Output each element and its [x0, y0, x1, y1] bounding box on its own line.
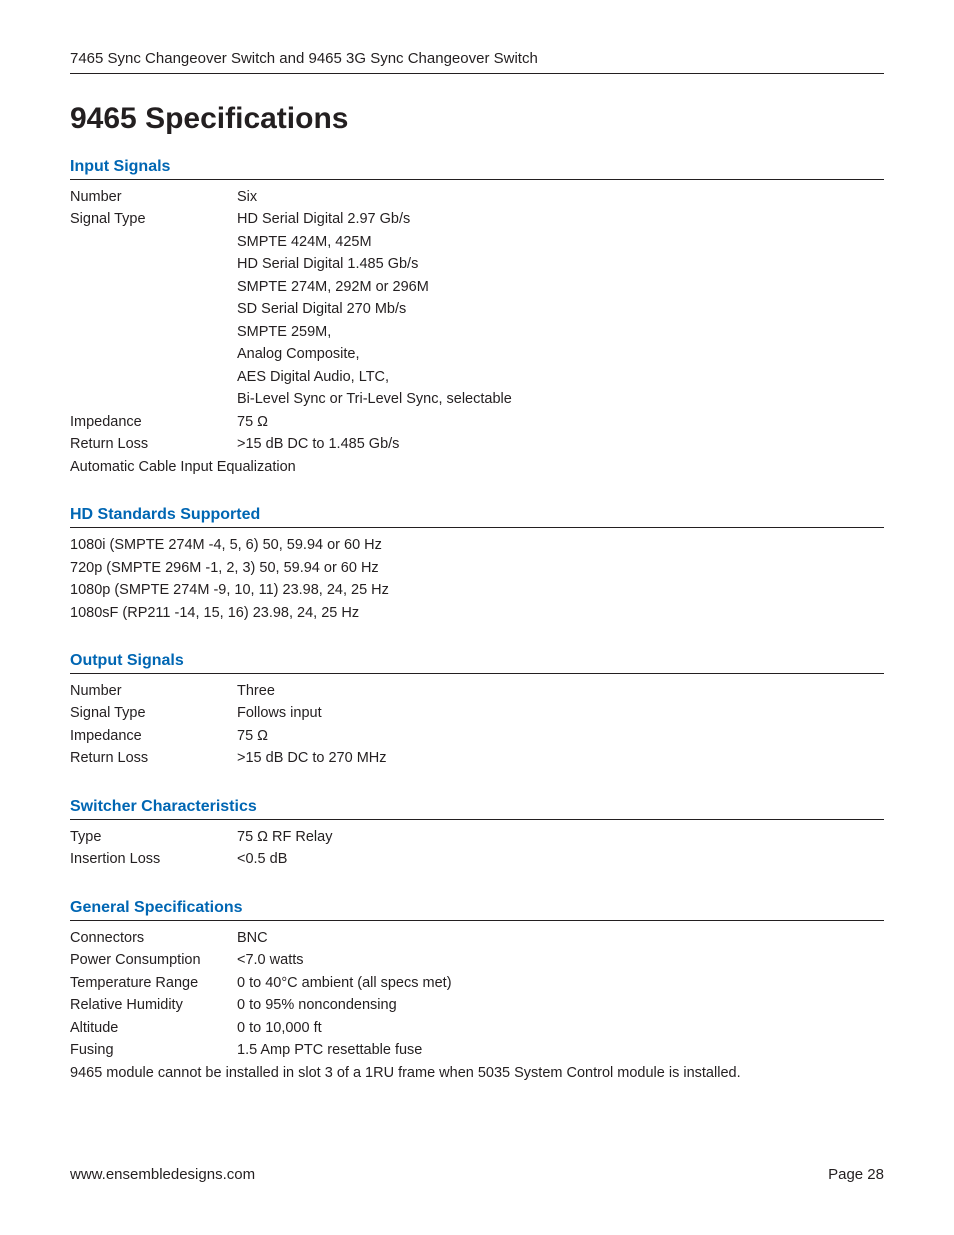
- spec-value: SMPTE 274M, 292M or 296M: [237, 276, 884, 298]
- document-header: 7465 Sync Changeover Switch and 9465 3G …: [70, 50, 884, 74]
- section-title-input-signals: Input Signals: [70, 158, 884, 180]
- spec-value: Bi-Level Sync or Tri-Level Sync, selecta…: [237, 388, 884, 410]
- spec-value: SMPTE 259M,: [237, 321, 884, 343]
- spec-note: Automatic Cable Input Equalization: [70, 456, 884, 478]
- spec-label: Temperature Range: [70, 972, 237, 994]
- spec-line: 1080p (SMPTE 274M -9, 10, 11) 23.98, 24,…: [70, 579, 884, 601]
- spec-label: Connectors: [70, 927, 237, 949]
- spec-label: Power Consumption: [70, 949, 237, 971]
- spec-label: Signal Type: [70, 208, 237, 230]
- spec-label: Signal Type: [70, 702, 237, 724]
- spec-label: Number: [70, 680, 237, 702]
- spec-label: Fusing: [70, 1039, 237, 1061]
- spec-row: Fusing 1.5 Amp PTC resettable fuse: [70, 1039, 884, 1061]
- section-title-hd-standards: HD Standards Supported: [70, 506, 884, 528]
- spec-value: >15 dB DC to 270 MHz: [237, 747, 884, 769]
- spec-row: Impedance 75 Ω: [70, 725, 884, 747]
- spec-label: Return Loss: [70, 433, 237, 455]
- spec-value: 75 Ω RF Relay: [237, 826, 884, 848]
- section-title-general: General Specifications: [70, 899, 884, 921]
- spec-line: 1080sF (RP211 -14, 15, 16) 23.98, 24, 25…: [70, 602, 884, 624]
- spec-label: Return Loss: [70, 747, 237, 769]
- spec-value: >15 dB DC to 1.485 Gb/s: [237, 433, 884, 455]
- spec-row: Type 75 Ω RF Relay: [70, 826, 884, 848]
- spec-row: Relative Humidity 0 to 95% noncondensing: [70, 994, 884, 1016]
- spec-value: SMPTE 424M, 425M: [237, 231, 884, 253]
- spec-label: Altitude: [70, 1017, 237, 1039]
- spec-value: 0 to 40°C ambient (all specs met): [237, 972, 884, 994]
- spec-value: Analog Composite,: [237, 343, 884, 365]
- spec-value: 75 Ω: [237, 725, 884, 747]
- spec-row: Connectors BNC: [70, 927, 884, 949]
- spec-value: <0.5 dB: [237, 848, 884, 870]
- spec-value: AES Digital Audio, LTC,: [237, 366, 884, 388]
- page-footer: www.ensembledesigns.com Page 28: [70, 1166, 884, 1183]
- spec-label: Number: [70, 186, 237, 208]
- page-title: 9465 Specifications: [70, 102, 884, 136]
- footer-url: www.ensembledesigns.com: [70, 1166, 255, 1183]
- spec-row: Signal Type Follows input: [70, 702, 884, 724]
- spec-row: Altitude 0 to 10,000 ft: [70, 1017, 884, 1039]
- spec-value: Six: [237, 186, 884, 208]
- spec-label: Type: [70, 826, 237, 848]
- spec-line: 1080i (SMPTE 274M -4, 5, 6) 50, 59.94 or…: [70, 534, 884, 556]
- section-title-output-signals: Output Signals: [70, 652, 884, 674]
- spec-value: HD Serial Digital 2.97 Gb/s: [237, 208, 884, 230]
- spec-value: Follows input: [237, 702, 884, 724]
- spec-line: 720p (SMPTE 296M -1, 2, 3) 50, 59.94 or …: [70, 557, 884, 579]
- spec-row: Impedance 75 Ω: [70, 411, 884, 433]
- spec-value: HD Serial Digital 1.485 Gb/s: [237, 253, 884, 275]
- spec-value: 1.5 Amp PTC resettable fuse: [237, 1039, 884, 1061]
- section-title-switcher: Switcher Characteristics: [70, 798, 884, 820]
- spec-value: 75 Ω: [237, 411, 884, 433]
- spec-label: Insertion Loss: [70, 848, 237, 870]
- spec-label: Impedance: [70, 411, 237, 433]
- spec-row: Power Consumption <7.0 watts: [70, 949, 884, 971]
- spec-row: Number Three: [70, 680, 884, 702]
- page-container: 7465 Sync Changeover Switch and 9465 3G …: [0, 0, 954, 1235]
- spec-value: BNC: [237, 927, 884, 949]
- spec-note: 9465 module cannot be installed in slot …: [70, 1062, 884, 1084]
- spec-value: 0 to 10,000 ft: [237, 1017, 884, 1039]
- spec-row: Temperature Range 0 to 40°C ambient (all…: [70, 972, 884, 994]
- footer-page-number: Page 28: [828, 1166, 884, 1183]
- spec-row: Return Loss >15 dB DC to 270 MHz: [70, 747, 884, 769]
- spec-row: Insertion Loss <0.5 dB: [70, 848, 884, 870]
- spec-label: Relative Humidity: [70, 994, 237, 1016]
- spec-row: Return Loss >15 dB DC to 1.485 Gb/s: [70, 433, 884, 455]
- spec-value: 0 to 95% noncondensing: [237, 994, 884, 1016]
- spec-label: Impedance: [70, 725, 237, 747]
- spec-value: <7.0 watts: [237, 949, 884, 971]
- spec-value: Three: [237, 680, 884, 702]
- spec-value: SD Serial Digital 270 Mb/s: [237, 298, 884, 320]
- spec-row: Number Six: [70, 186, 884, 208]
- spec-row: Signal Type HD Serial Digital 2.97 Gb/s: [70, 208, 884, 230]
